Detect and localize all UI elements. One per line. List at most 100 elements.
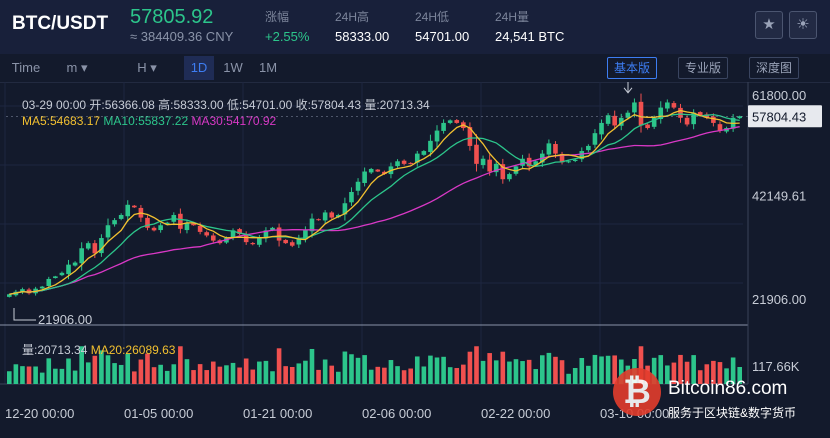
volume-legend: 量:20713.34 MA20:26089.63 xyxy=(22,341,175,358)
candle-body xyxy=(507,174,512,180)
volume-bar xyxy=(513,359,519,384)
volume-bar xyxy=(263,360,269,384)
candle-body xyxy=(553,144,558,154)
volume-bar xyxy=(375,366,381,384)
candle-body xyxy=(125,204,131,217)
last-price-tag xyxy=(748,105,822,128)
volume-bar xyxy=(112,363,117,384)
candle-body xyxy=(572,159,578,161)
star-icon[interactable]: ★ xyxy=(755,11,783,39)
volume-bar xyxy=(474,346,479,384)
volume-bar xyxy=(697,370,703,384)
candle-body xyxy=(493,163,499,173)
candle-body xyxy=(645,124,650,129)
high-marker-arrow xyxy=(623,87,633,94)
ma10-value: MA10:55837.22 xyxy=(103,114,189,128)
volume-bar xyxy=(204,370,210,384)
candle-body xyxy=(421,151,427,155)
volume-bar xyxy=(704,364,710,384)
candle-body xyxy=(592,133,598,145)
candle-body xyxy=(329,212,335,218)
volume-bar xyxy=(59,368,65,384)
candle-body xyxy=(85,243,91,249)
pair-title[interactable]: BTC/USDT xyxy=(12,13,109,34)
watermark-site: Bitcoin86.com xyxy=(668,378,788,399)
candle-body xyxy=(289,242,295,246)
volume-bar xyxy=(197,364,203,384)
candle-body xyxy=(184,222,190,231)
volume-bar xyxy=(257,361,262,384)
candle-body xyxy=(79,248,84,264)
volume-bar xyxy=(533,369,539,384)
view-pro-button[interactable]: 专业版 xyxy=(678,57,729,79)
volume-bar xyxy=(26,366,32,384)
candle-body xyxy=(105,225,111,238)
volume-bar xyxy=(434,357,440,384)
candlestick-chart[interactable]: 61800.0021906.0061800.0042149.6121906.00… xyxy=(0,82,830,438)
sun-icon[interactable]: ☀ xyxy=(789,11,817,39)
volume-bar xyxy=(546,352,552,384)
low-label: 24H低 xyxy=(415,10,450,24)
volume-bar xyxy=(178,346,183,384)
volume-bar xyxy=(480,360,486,384)
y-tick-label: 21906.00 xyxy=(752,292,806,307)
interval-minute[interactable]: m ▾ xyxy=(66,60,88,75)
candle-body xyxy=(474,144,479,164)
volume-bar xyxy=(566,373,571,384)
volume-bar xyxy=(85,362,91,384)
volume-bar xyxy=(92,355,98,384)
volume-bar xyxy=(39,372,45,384)
candle-body xyxy=(566,161,571,163)
volume-bar xyxy=(665,365,670,384)
volume-bar xyxy=(342,351,348,384)
ma5-line xyxy=(9,109,740,295)
ohlc-low: 低:54701.00 xyxy=(226,98,293,112)
volume-bar xyxy=(336,371,341,384)
volume-bar xyxy=(303,360,308,384)
x-tick-label: 02-22 00:00 xyxy=(481,406,550,421)
low-marker-label: 21906.00 xyxy=(38,312,92,327)
view-basic-button[interactable]: 基本版 xyxy=(607,57,658,79)
volume-bar xyxy=(237,367,242,384)
volume-bar xyxy=(605,355,611,384)
volume-bar xyxy=(171,364,177,384)
volume-bar xyxy=(717,362,723,384)
candle-body xyxy=(434,130,440,142)
volume-bar xyxy=(224,365,229,384)
volume-bar xyxy=(599,356,604,384)
volume-current: 量:20713.34 xyxy=(22,343,88,357)
volume-bar xyxy=(125,353,131,384)
volume-bar xyxy=(724,368,729,384)
cny-price: ≈ 384409.36 CNY xyxy=(130,29,234,44)
ma30-value: MA30:54170.92 xyxy=(191,114,277,128)
interval-time[interactable]: Time xyxy=(11,60,41,75)
high-value: 58333.00 xyxy=(335,29,390,44)
last-price: 57805.92 xyxy=(130,6,214,28)
ohlc-date: 03-29 00:00 xyxy=(22,98,87,112)
candle-body xyxy=(605,115,611,124)
candle-body xyxy=(599,122,604,135)
view-depth-button[interactable]: 深度图 xyxy=(749,57,800,79)
volume-bar xyxy=(46,358,52,384)
candle-body xyxy=(711,116,716,123)
volume-tick-label: 117.66K xyxy=(752,359,800,374)
y-tick-label: 61800.00 xyxy=(752,88,806,103)
watermark-slogan: 服务于区块链&数字货币 xyxy=(668,406,797,420)
interval-1m[interactable]: 1M xyxy=(258,60,278,75)
volume-bar xyxy=(276,348,282,384)
volume-bar xyxy=(526,359,532,384)
candle-body xyxy=(414,153,420,163)
volume-bar xyxy=(132,371,137,384)
candle-body xyxy=(72,262,78,266)
candle-body xyxy=(697,112,703,116)
volume-bar xyxy=(658,355,664,384)
x-tick-label: 01-21 00:00 xyxy=(243,406,312,421)
volume-bar xyxy=(408,368,413,384)
candle-body xyxy=(99,238,104,254)
interval-1d[interactable]: 1D xyxy=(184,56,214,80)
interval-1w[interactable]: 1W xyxy=(223,60,243,75)
interval-hour[interactable]: H ▾ xyxy=(137,60,157,75)
candle-body xyxy=(441,122,446,131)
ma30-line xyxy=(9,126,740,295)
volume-bar xyxy=(20,366,25,384)
